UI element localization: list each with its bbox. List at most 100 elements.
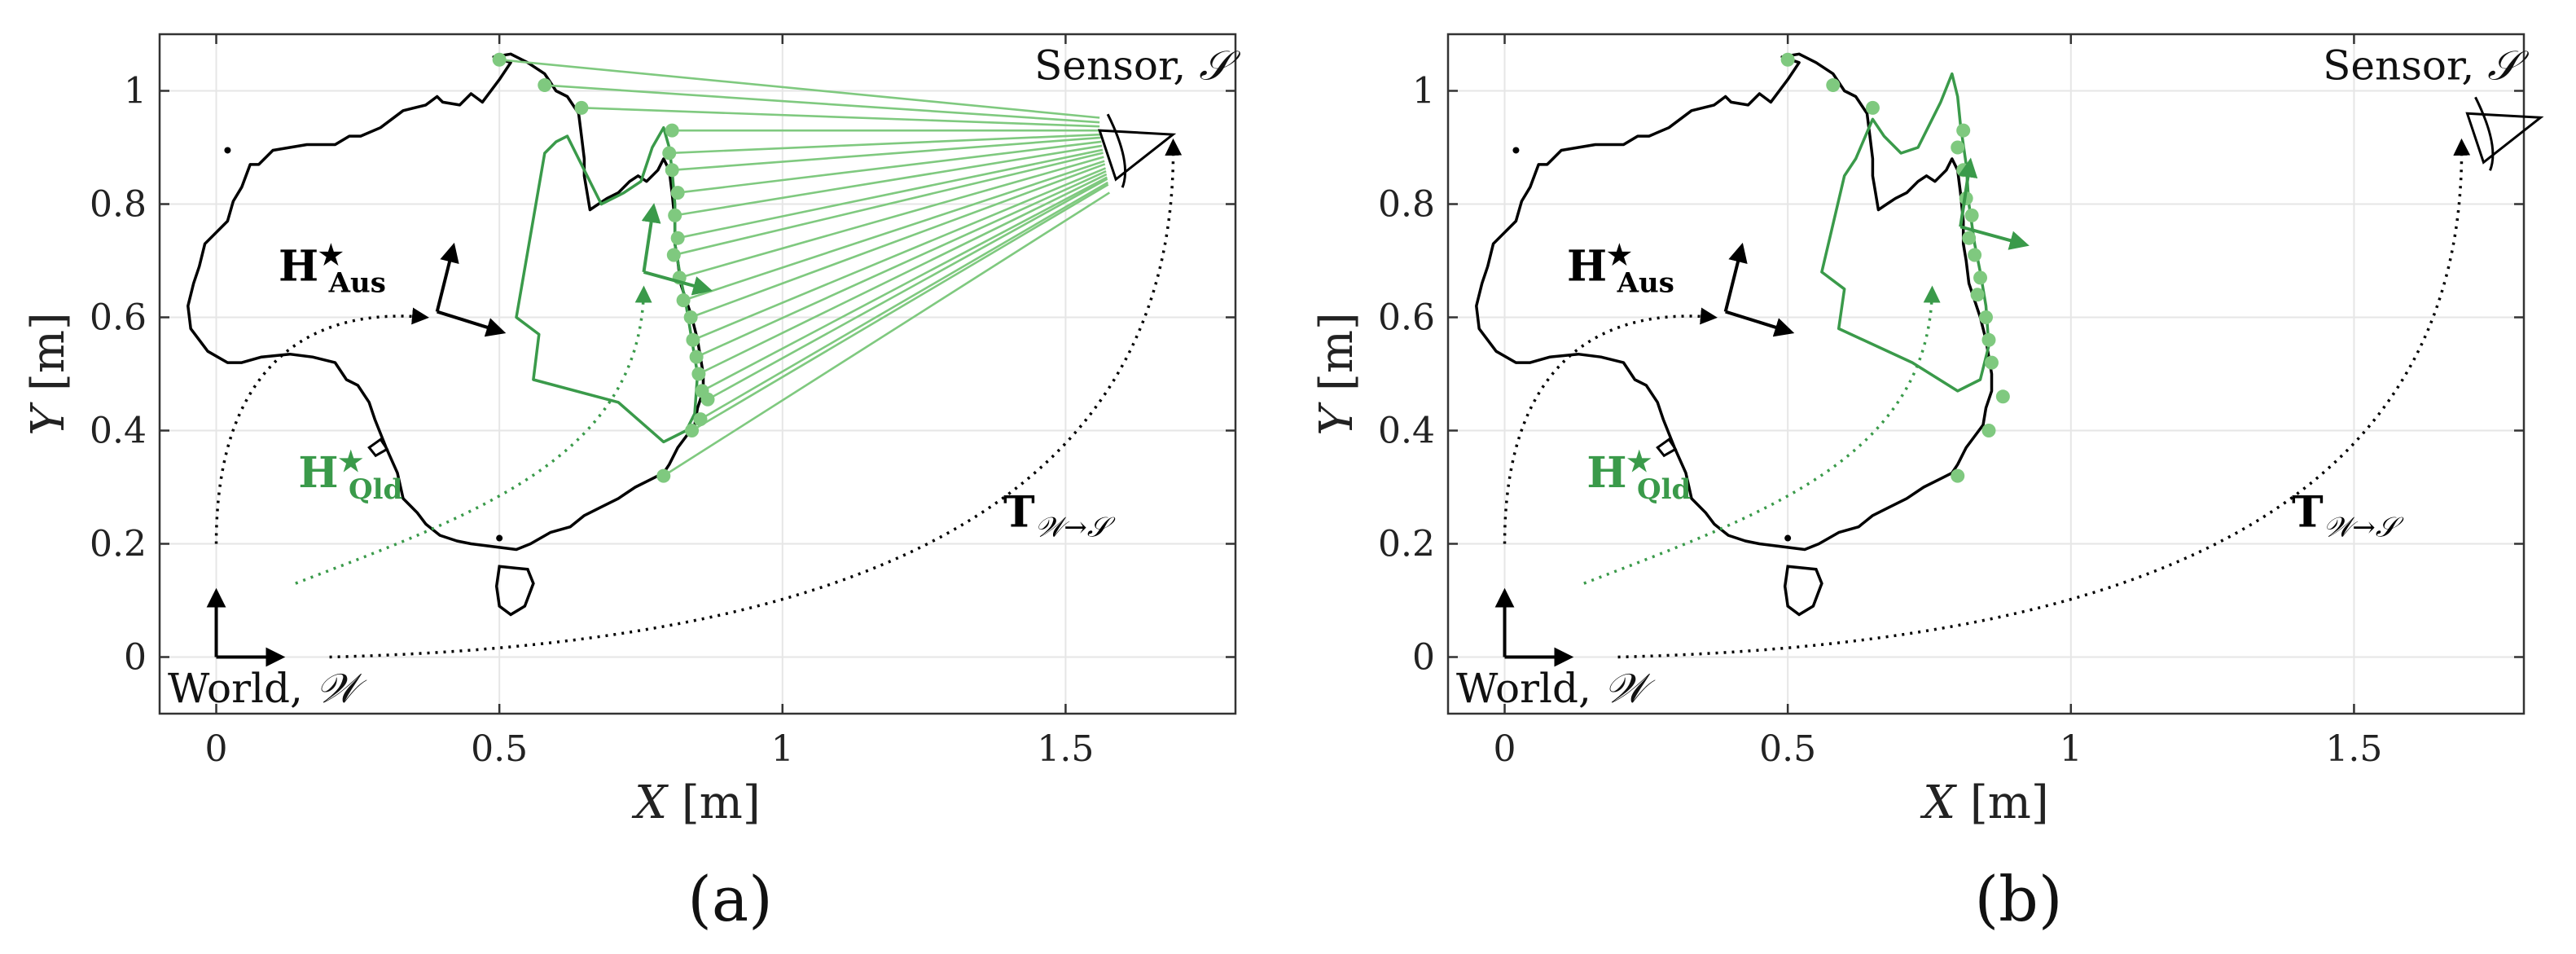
h-qld-transform-curve xyxy=(1583,285,1941,585)
sensor-ray xyxy=(707,178,1108,401)
y-tick-label: 0.4 xyxy=(90,411,147,452)
chart-svg: 0 0.5 1 1.500.20.40.60.81X [m]Y [m]Sensor, … xyxy=(22,33,1241,935)
y-axis-label: Y [m] xyxy=(1310,312,1363,436)
h-qld-transform-curve xyxy=(295,285,652,585)
measurement-point xyxy=(1865,100,1880,115)
aus-frame-y-arrow xyxy=(1723,242,1748,313)
sensor-label: Sensor, 𝒮 xyxy=(1034,42,1241,90)
measurement-point xyxy=(1995,389,2010,404)
sensor-ray xyxy=(692,167,1107,341)
y-tick-label: 0.2 xyxy=(1378,524,1435,565)
sensor-ray xyxy=(701,176,1108,392)
sensor-ray xyxy=(690,163,1106,319)
world-label-text: World, xyxy=(168,665,316,712)
measurement-point xyxy=(700,392,715,407)
island-marker xyxy=(1512,147,1520,154)
h-qld-label: H★ Qld xyxy=(298,446,402,506)
measurement-point xyxy=(676,293,691,308)
chart-svg: 0 0.5 1 1.500.20.40.60.81X [m]Y [m]Sensor, … xyxy=(1310,33,2544,935)
sensor-frustum xyxy=(2465,112,2544,165)
panel-b: 0 0.5 1 1.5 0 0.2 0.4 0.6 0.8 1 X [m] Y [m] Sensor, … xyxy=(1288,0,2576,954)
x-tick-label: 1 xyxy=(2060,728,2082,770)
world-label: World, 𝒲 xyxy=(1456,665,1656,712)
x-tick-label: 0.5 xyxy=(1759,728,1816,770)
measurement-point xyxy=(668,208,682,222)
measurement-point xyxy=(492,52,507,67)
measurement-point xyxy=(693,412,708,427)
sensor-ray xyxy=(674,144,1103,217)
aus-frame-x-arrow xyxy=(1725,310,1795,337)
measurement-point xyxy=(1968,248,1982,262)
h-aus-label: H★ Aus xyxy=(1567,239,1674,299)
measurement-point xyxy=(1951,140,1965,155)
h-qld-label-main: H xyxy=(1586,448,1626,498)
qld-frame-x-arrow xyxy=(1959,225,2030,250)
x-axis-unit: [m] xyxy=(1955,776,2049,829)
y-tick-label: 0.6 xyxy=(90,297,147,339)
measurement-point xyxy=(666,248,681,262)
australia-outline xyxy=(187,52,705,552)
sensor-ray xyxy=(678,156,1104,279)
sensor-ray xyxy=(691,183,1109,432)
h-qld-label: H★ Qld xyxy=(1586,446,1691,506)
island-outline xyxy=(1656,437,1678,458)
measurement-point xyxy=(683,310,698,324)
y-tick-label: 1 xyxy=(1412,71,1435,112)
panel-a: 0 0.5 1 1.5 0 0.2 0.4 0.6 0.8 1 X [m] Y [m] Sensor, … xyxy=(22,33,1241,935)
measurement-point xyxy=(1826,78,1841,93)
x-axis-symbol: X xyxy=(631,776,669,829)
x-tick-label: 0 xyxy=(205,728,228,770)
measurement-point xyxy=(686,332,700,347)
aus-frame-y-arrow xyxy=(435,242,459,313)
measurement-point xyxy=(538,78,552,93)
axes-box xyxy=(158,33,1237,715)
measurement-point xyxy=(574,100,589,115)
x-axis-unit: [m] xyxy=(667,776,761,829)
h-qld-label-sub: Qld xyxy=(1637,473,1691,506)
sensor-ray xyxy=(499,58,1100,119)
sensor-arc xyxy=(1106,113,1127,188)
world-label-symbol: 𝒲 xyxy=(316,665,367,712)
x-axis-label: X [m] xyxy=(1920,776,2048,829)
measurement-point xyxy=(670,231,685,245)
x-tick-label: 1.5 xyxy=(2325,728,2382,770)
island-outline xyxy=(367,437,389,458)
world-label: World, 𝒲 xyxy=(168,665,367,712)
measurement-point xyxy=(1964,208,1979,222)
measurement-point xyxy=(691,367,706,381)
y-tick-label: 0.2 xyxy=(90,524,147,565)
measurement-point xyxy=(665,163,679,178)
sensor-ray xyxy=(581,107,1100,128)
y-tick-label: 0 xyxy=(1412,637,1435,679)
qld-frame-y-arrow xyxy=(641,203,661,273)
sensor-ray xyxy=(544,84,1100,124)
y-tick-label: 0.8 xyxy=(90,184,147,226)
x-axis-symbol: X xyxy=(1920,776,1957,829)
measurement-point xyxy=(1780,52,1795,67)
y-tick-label: 1 xyxy=(124,71,147,112)
sensor-ray xyxy=(696,170,1107,358)
measurement-point xyxy=(1984,355,1999,370)
h-aus-label-main: H xyxy=(1567,241,1607,291)
sensor-label: Sensor, 𝒮 xyxy=(2323,42,2530,90)
sensor-ray xyxy=(678,140,1102,194)
measurement-point xyxy=(662,146,677,160)
sensor-ray xyxy=(677,148,1104,240)
t-transform-label-main: T xyxy=(1003,488,1035,538)
island-marker xyxy=(224,147,231,154)
h-qld-label-main: H xyxy=(298,448,338,498)
t-world-sensor-curve xyxy=(1617,138,2471,659)
measurement-point xyxy=(1981,424,1996,437)
measurement-point xyxy=(656,468,671,483)
measurement-point xyxy=(1979,310,1993,324)
sensor-ray xyxy=(700,181,1108,420)
measurement-point xyxy=(1981,332,1996,347)
island-marker xyxy=(496,534,503,542)
measurement-point xyxy=(685,424,700,437)
y-axis-unit: [m] xyxy=(1310,312,1363,406)
y-axis-unit: [m] xyxy=(22,312,75,406)
tasmania-outline xyxy=(494,565,535,617)
x-tick-label: 0.5 xyxy=(471,728,528,770)
y-axis-symbol: Y xyxy=(1310,402,1363,436)
x-tick-label: 1 xyxy=(771,728,794,770)
